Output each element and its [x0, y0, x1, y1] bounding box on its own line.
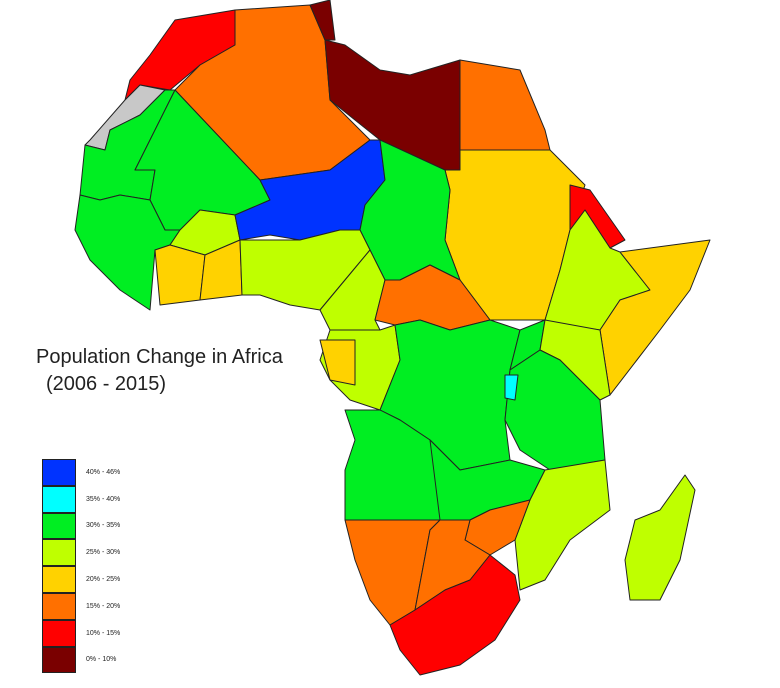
legend-item: 20% - 25% — [42, 566, 120, 593]
legend-swatch — [42, 485, 76, 513]
legend-label: 40% - 46% — [86, 468, 121, 476]
legend-swatch — [42, 512, 76, 540]
map-title-line2: (2006 - 2015) — [46, 373, 167, 395]
region-cameroon — [319, 249, 386, 331]
map-title-line1: Population Change in Africa — [36, 346, 283, 368]
legend-swatch — [42, 539, 76, 567]
legend-item: 25% - 30% — [42, 539, 121, 567]
legend-swatch — [42, 619, 76, 647]
map-title: Population Change in Africa (2006 - 2015… — [36, 344, 283, 398]
legend-label: 20% - 25% — [86, 576, 121, 584]
legend-item: 15% - 20% — [42, 592, 121, 620]
legend-label: 25% - 30% — [86, 549, 121, 557]
legend-label: 15% - 20% — [86, 602, 121, 610]
region-madagascar — [624, 474, 696, 601]
legend-label: 35% - 40% — [86, 495, 121, 503]
legend-label: 30% - 35% — [86, 522, 121, 530]
region-cote-divoire — [154, 244, 206, 306]
region-south-africa — [389, 554, 521, 676]
legend-item: 35% - 40% — [42, 485, 121, 513]
legend-swatch — [42, 566, 76, 593]
legend-item: 10% - 15% — [42, 619, 121, 647]
legend-swatch — [42, 592, 76, 620]
legend-item: 40% - 46% — [42, 459, 120, 486]
legend-item: 30% - 35% — [42, 512, 121, 540]
region-gabon — [319, 339, 356, 386]
legend-label: 10% - 15% — [86, 629, 121, 637]
legend: 40% - 46% 35% - 40% 30% - 35% 25% - 30% … — [42, 459, 121, 674]
region-rwanda-burundi — [504, 374, 519, 401]
region-egypt — [459, 59, 551, 151]
legend-item: 0% - 10% — [42, 646, 120, 674]
legend-swatch — [42, 459, 76, 486]
legend-swatch — [42, 646, 76, 674]
region-tunisia — [309, 0, 336, 41]
legend-label: 0% - 10% — [86, 656, 117, 664]
